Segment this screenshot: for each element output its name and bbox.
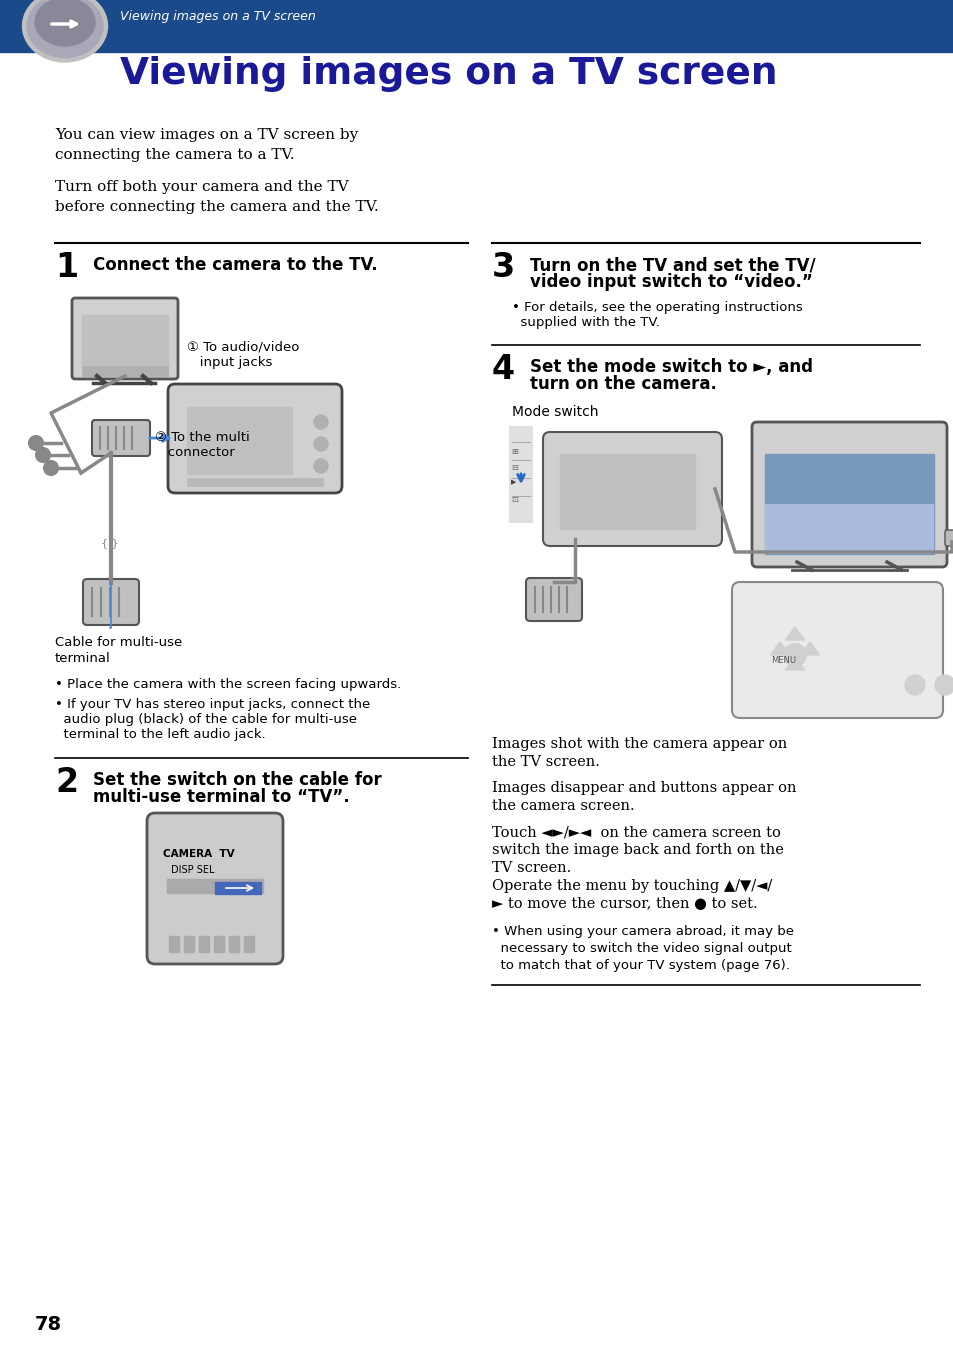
Text: • When using your camera abroad, it may be: • When using your camera abroad, it may …: [492, 925, 793, 938]
Text: Viewing images on a TV screen: Viewing images on a TV screen: [120, 56, 777, 92]
FancyArrow shape: [784, 627, 804, 641]
Text: terminal: terminal: [55, 651, 111, 665]
Text: TV screen.: TV screen.: [492, 860, 571, 875]
Text: { }: { }: [101, 537, 118, 548]
Text: You can view images on a TV screen by
connecting the camera to a TV.: You can view images on a TV screen by co…: [55, 128, 358, 161]
Circle shape: [44, 461, 58, 475]
Bar: [213, 936, 224, 953]
FancyBboxPatch shape: [71, 299, 178, 379]
Text: supplied with the TV.: supplied with the TV.: [512, 316, 659, 328]
Bar: [184, 936, 193, 953]
Bar: [244, 936, 253, 953]
Bar: [167, 879, 263, 893]
Bar: [0, 52, 953, 110]
Text: input jacks: input jacks: [187, 356, 273, 369]
Text: ⊞: ⊞: [511, 446, 517, 456]
Text: ⊟: ⊟: [511, 463, 517, 472]
Text: • For details, see the operating instructions: • For details, see the operating instruc…: [512, 301, 801, 313]
Bar: [764, 455, 933, 554]
FancyBboxPatch shape: [168, 384, 341, 493]
Bar: [510, 427, 532, 522]
Text: ⊡: ⊡: [511, 495, 517, 503]
Text: Turn off both your camera and the TV
before connecting the camera and the TV.: Turn off both your camera and the TV bef…: [55, 180, 378, 213]
Text: 3: 3: [492, 251, 515, 284]
Text: 78: 78: [35, 1315, 62, 1334]
Text: Viewing images on a TV screen: Viewing images on a TV screen: [120, 9, 315, 23]
Text: Turn on the TV and set the TV/: Turn on the TV and set the TV/: [530, 256, 815, 274]
Circle shape: [36, 448, 50, 461]
Text: ► to move the cursor, then ● to set.: ► to move the cursor, then ● to set.: [492, 897, 757, 911]
Circle shape: [314, 459, 328, 474]
Text: DISP SEL: DISP SEL: [171, 864, 214, 875]
Text: ② To the multi: ② To the multi: [154, 432, 250, 444]
FancyArrow shape: [800, 642, 819, 655]
Text: ~: ~: [569, 573, 579, 585]
FancyBboxPatch shape: [731, 582, 942, 718]
Text: • Place the camera with the screen facing upwards.: • Place the camera with the screen facin…: [55, 678, 401, 691]
Text: switch the image back and forth on the: switch the image back and forth on the: [492, 843, 783, 858]
Bar: [214, 882, 261, 894]
Text: Operate the menu by touching ▲/▼/◄/: Operate the menu by touching ▲/▼/◄/: [492, 879, 771, 893]
Text: Connect the camera to the TV.: Connect the camera to the TV.: [92, 256, 377, 274]
Bar: [0, 0, 953, 52]
FancyBboxPatch shape: [147, 813, 283, 963]
Bar: [559, 455, 695, 529]
Bar: [187, 407, 292, 474]
Text: connector: connector: [154, 446, 234, 459]
Text: Touch ◄►/►◄  on the camera screen to: Touch ◄►/►◄ on the camera screen to: [492, 825, 781, 839]
Circle shape: [29, 436, 43, 451]
Ellipse shape: [23, 0, 108, 62]
FancyArrow shape: [784, 657, 804, 670]
Text: audio plug (black) of the cable for multi-use: audio plug (black) of the cable for mult…: [55, 712, 356, 726]
Circle shape: [934, 674, 953, 695]
FancyBboxPatch shape: [944, 531, 953, 546]
Bar: [199, 936, 209, 953]
Text: the TV screen.: the TV screen.: [492, 754, 599, 769]
Text: turn on the camera.: turn on the camera.: [530, 375, 716, 394]
Circle shape: [314, 437, 328, 451]
Text: • If your TV has stereo input jacks, connect the: • If your TV has stereo input jacks, con…: [55, 697, 370, 711]
Text: Images shot with the camera appear on: Images shot with the camera appear on: [492, 737, 786, 750]
Bar: [82, 315, 168, 368]
Bar: [187, 478, 323, 486]
Ellipse shape: [35, 0, 95, 46]
Text: Set the mode switch to ►, and: Set the mode switch to ►, and: [530, 358, 812, 376]
Text: 1: 1: [55, 251, 78, 284]
Bar: [169, 936, 179, 953]
Bar: [82, 366, 168, 376]
Text: ① To audio/video: ① To audio/video: [187, 341, 299, 354]
Ellipse shape: [27, 0, 103, 57]
FancyBboxPatch shape: [542, 432, 721, 546]
FancyBboxPatch shape: [525, 578, 581, 622]
Text: Cable for multi-use: Cable for multi-use: [55, 636, 182, 649]
Text: Set the switch on the cable for: Set the switch on the cable for: [92, 771, 381, 788]
Text: Mode switch: Mode switch: [512, 404, 598, 419]
Text: the camera screen.: the camera screen.: [492, 799, 634, 813]
Text: 4: 4: [492, 353, 515, 385]
FancyBboxPatch shape: [751, 422, 946, 567]
Text: Images disappear and buttons appear on: Images disappear and buttons appear on: [492, 782, 796, 795]
Text: terminal to the left audio jack.: terminal to the left audio jack.: [55, 727, 266, 741]
Bar: [229, 936, 239, 953]
Text: necessary to switch the video signal output: necessary to switch the video signal out…: [492, 942, 791, 955]
Text: to match that of your TV system (page 76).: to match that of your TV system (page 76…: [492, 959, 789, 972]
FancyBboxPatch shape: [91, 421, 150, 456]
Text: video input switch to “video.”: video input switch to “video.”: [530, 273, 812, 290]
Circle shape: [314, 415, 328, 429]
Circle shape: [904, 674, 924, 695]
Circle shape: [783, 645, 805, 666]
FancyBboxPatch shape: [83, 579, 139, 626]
Bar: [764, 503, 933, 554]
Bar: [764, 634, 933, 654]
FancyArrow shape: [769, 642, 789, 655]
Text: multi-use terminal to “TV”.: multi-use terminal to “TV”.: [92, 788, 350, 806]
Text: MENU: MENU: [770, 655, 795, 665]
Text: 2: 2: [55, 765, 78, 799]
Text: CAMERA  TV: CAMERA TV: [163, 849, 234, 859]
Text: ▶: ▶: [511, 479, 516, 484]
